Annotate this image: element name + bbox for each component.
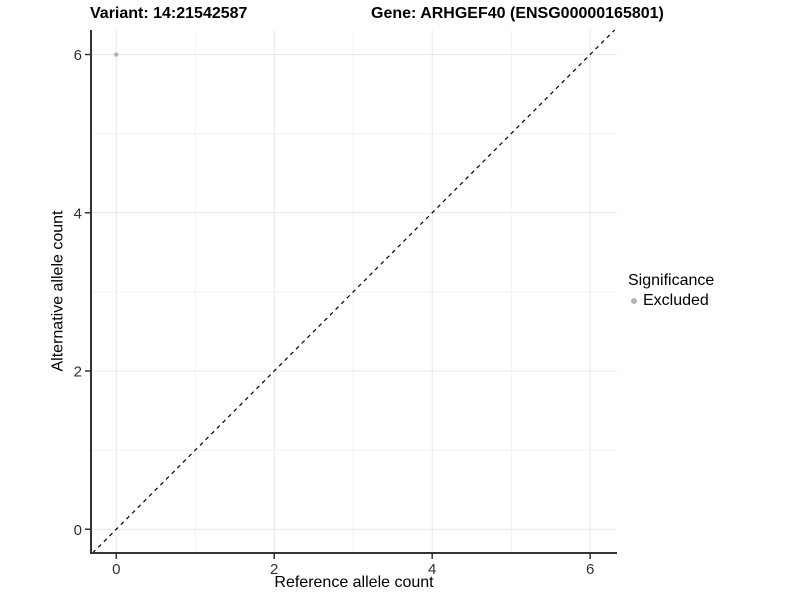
y-tick-label: 4 <box>74 205 82 222</box>
y-tick-label: 2 <box>74 364 82 381</box>
legend-title: Significance <box>628 272 715 289</box>
legend-entry-excluded: Excluded <box>628 292 714 310</box>
x-tick-label: 0 <box>112 561 120 578</box>
legend-entry-label: Excluded <box>643 292 709 309</box>
x-tick-label: 6 <box>586 561 594 578</box>
variant-title: Variant: 14:21542587 <box>90 5 248 22</box>
identity-reference-line <box>92 29 616 554</box>
x-tick-label: 4 <box>428 561 436 578</box>
x-tick-label: 2 <box>270 561 278 578</box>
gene-title: Gene: ARHGEF40 (ENSG00000165801) <box>371 5 664 22</box>
y-axis-title: Alternative allele count <box>49 210 67 372</box>
y-tick-label: 6 <box>74 47 82 64</box>
data-point <box>114 52 119 57</box>
x-axis-title: Reference allele count <box>274 574 434 591</box>
excluded-point-icon <box>631 298 637 304</box>
legend: Significance Excluded <box>628 271 714 310</box>
y-tick-label: 0 <box>74 522 82 539</box>
